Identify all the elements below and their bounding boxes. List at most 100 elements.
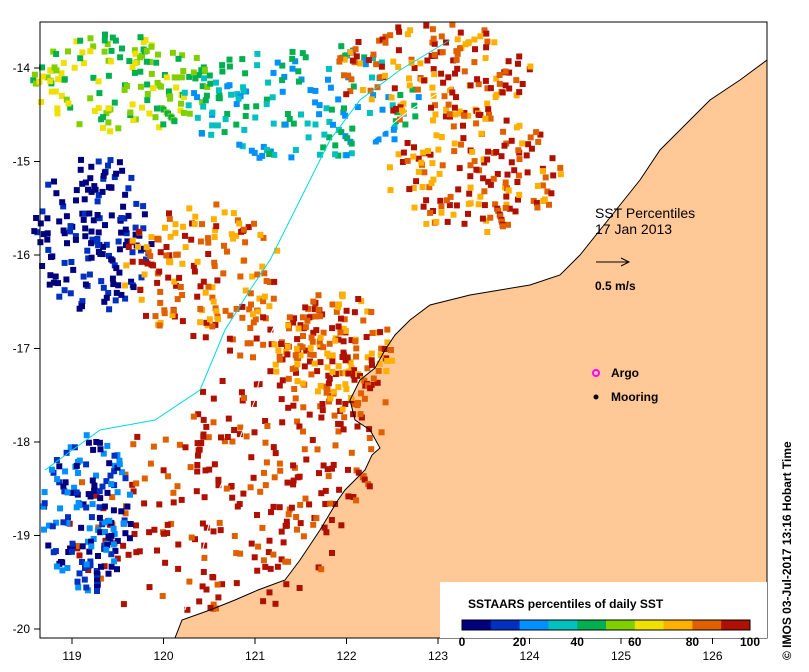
sst-pixel — [233, 101, 240, 108]
sst-pixel — [297, 322, 304, 329]
sst-pixel — [170, 499, 177, 506]
sst-pixel — [82, 233, 89, 240]
sst-pixel — [391, 85, 398, 92]
sst-pixel — [82, 225, 89, 232]
sst-pixel — [215, 594, 222, 601]
sst-pixel — [213, 308, 220, 315]
latitude-axis: -14 -15 -16 -17 -18 -19 -20 — [13, 61, 40, 636]
sst-pixel — [188, 534, 195, 541]
sst-pixel — [326, 65, 332, 72]
sst-pixel — [63, 213, 70, 220]
sst-pixel — [236, 220, 243, 227]
sst-pixel — [71, 444, 78, 451]
sst-pixel — [67, 223, 74, 230]
sst-pixel — [73, 489, 80, 496]
sst-pixel — [450, 123, 457, 130]
sst-pixel — [53, 563, 60, 570]
sst-pixel — [425, 148, 432, 154]
sst-pixel — [352, 46, 359, 53]
sst-pixel — [186, 73, 193, 80]
sst-pixel — [271, 278, 278, 285]
sst-pixel — [344, 354, 351, 361]
sst-pixel — [261, 270, 268, 277]
sst-pixel — [224, 83, 231, 90]
sst-pixel — [107, 539, 114, 546]
sst-pixel — [99, 483, 106, 490]
sst-pixel — [254, 50, 261, 57]
sst-pixel — [302, 324, 309, 331]
sst-pixel — [200, 433, 207, 440]
colorbar-tick-label: 60 — [628, 635, 642, 649]
sst-pixel — [395, 24, 402, 31]
map-date: 17 Jan 2013 — [595, 221, 672, 237]
sst-pixel — [197, 238, 204, 245]
sst-pixel — [165, 473, 171, 480]
sst-pixel — [77, 37, 84, 44]
sst-pixel — [190, 333, 197, 339]
sst-pixel — [269, 94, 276, 101]
sst-pixel — [222, 116, 229, 123]
sst-pixel — [348, 150, 355, 157]
sst-pixel — [260, 341, 267, 348]
sst-pixel — [201, 494, 208, 501]
sst-pixel — [461, 220, 468, 227]
sst-pixel — [413, 178, 420, 185]
sst-pixel — [263, 96, 270, 103]
credit-text: © IMOS 03-Jul-2017 13:16 Hobart Time — [780, 441, 794, 660]
sst-pixel — [344, 135, 351, 142]
sst-pixel — [342, 112, 349, 119]
sst-pixel — [294, 378, 301, 385]
sst-pixel — [116, 246, 123, 253]
sst-pixel — [174, 483, 181, 490]
sst-pixel — [95, 242, 102, 249]
sst-pixel — [237, 550, 244, 557]
sst-pixel — [415, 168, 422, 175]
sst-pixel — [359, 87, 366, 93]
sst-pixel — [358, 414, 365, 421]
sst-pixel — [87, 562, 94, 569]
sst-pixel — [323, 389, 330, 396]
sst-pixel — [146, 584, 153, 591]
sst-pixel — [240, 490, 247, 497]
sst-pixel — [330, 388, 337, 395]
sst-pixel — [178, 74, 185, 81]
sst-pixel — [113, 289, 120, 296]
sst-pixel — [293, 345, 300, 352]
sst-pixel — [222, 307, 229, 314]
sst-pixel — [44, 230, 51, 237]
sst-pixel — [320, 329, 327, 336]
sst-pixel — [484, 38, 491, 45]
sst-pixel — [441, 93, 448, 100]
sst-pixel — [451, 104, 458, 111]
sst-pixel — [76, 121, 83, 128]
sst-pixel — [79, 180, 86, 187]
sst-pixel — [427, 151, 434, 158]
sst-pixel — [160, 121, 167, 128]
sst-pixel — [291, 386, 298, 392]
sst-pixel — [469, 148, 476, 155]
sst-pixel — [125, 212, 132, 219]
sst-pixel — [68, 259, 75, 265]
sst-pixel — [329, 550, 335, 556]
velocity-scale-label: 0.5 m/s — [595, 279, 636, 293]
sst-pixel — [103, 241, 110, 248]
sst-pixel — [129, 249, 136, 256]
sst-pixel — [355, 39, 362, 45]
sst-pixel — [324, 386, 331, 393]
sst-pixel — [355, 296, 362, 302]
sst-pixel — [194, 114, 201, 121]
sst-pixel — [378, 59, 385, 66]
sst-pixel — [487, 214, 494, 221]
sst-pixel — [127, 109, 134, 116]
sst-pixel — [477, 33, 484, 40]
sst-pixel — [513, 77, 520, 84]
sst-pixel — [431, 71, 438, 78]
sst-pixel — [498, 218, 505, 225]
sst-pixel — [299, 344, 306, 351]
sst-pixel — [414, 86, 421, 93]
sst-pixel — [357, 411, 364, 418]
sst-pixel — [127, 521, 134, 527]
sst-pixel — [516, 191, 523, 198]
sst-pixel — [381, 72, 388, 79]
sst-pixel — [279, 419, 286, 426]
